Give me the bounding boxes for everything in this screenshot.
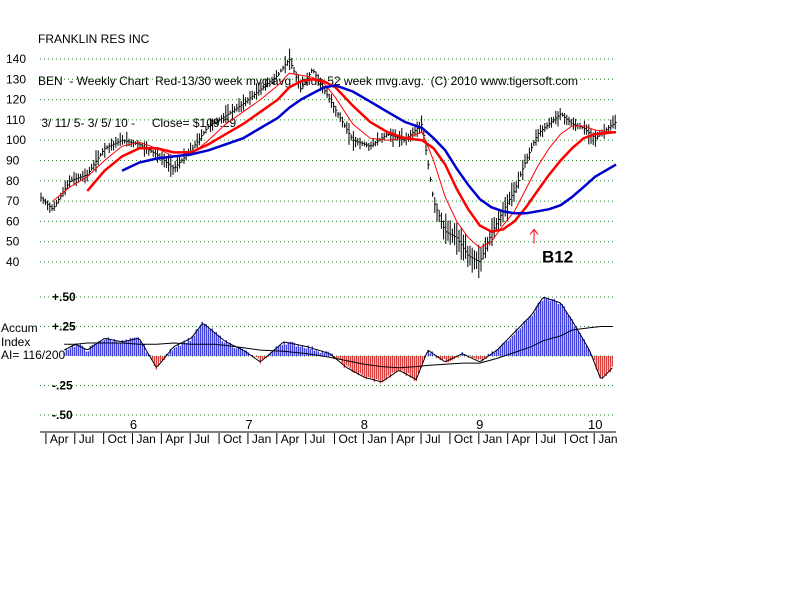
- price-tick-label: 130: [6, 72, 26, 86]
- month-label: Jan: [252, 432, 271, 446]
- month-label: Apr: [512, 432, 531, 446]
- month-label: Oct: [569, 432, 588, 446]
- price-tick-label: 120: [6, 93, 26, 107]
- moving-average-lines: [52, 72, 617, 249]
- month-label: Jan: [367, 432, 386, 446]
- price-tick-label: 70: [6, 194, 20, 208]
- month-label: Jul: [79, 432, 94, 446]
- price-tick-label: 80: [6, 174, 20, 188]
- year-label: 6: [130, 417, 137, 432]
- accum-tick-label: +.25: [52, 320, 76, 334]
- accum-tick-label: +.50: [52, 290, 76, 304]
- month-label: Oct: [339, 432, 358, 446]
- accum-ylabel-line1: Accum: [1, 321, 38, 335]
- ma52-line: [121, 84, 617, 215]
- accum-bars: [63, 296, 613, 384]
- month-label: Jul: [310, 432, 325, 446]
- accum-ma-line: [64, 326, 613, 369]
- price-tick-label: 140: [6, 52, 26, 66]
- price-grid: [40, 58, 616, 263]
- signal-arrowhead: [529, 228, 539, 235]
- year-label: 7: [245, 417, 252, 432]
- month-label: Oct: [108, 432, 127, 446]
- ma13-line: [52, 72, 617, 249]
- signal-label: B12: [542, 247, 573, 266]
- price-tick-label: 110: [6, 113, 25, 127]
- year-label: 8: [361, 417, 368, 432]
- price-tick-label: 60: [6, 214, 20, 228]
- year-label: 9: [476, 417, 483, 432]
- annotations: B12: [529, 228, 573, 266]
- month-label: Jan: [483, 432, 502, 446]
- date-range-close: 3/ 11/ 5- 3/ 5/ 10 - Close= $109.29: [38, 116, 237, 130]
- month-label: Jul: [425, 432, 440, 446]
- ma30-line: [86, 78, 617, 233]
- year-label: 10: [588, 417, 602, 432]
- month-label: Apr: [50, 432, 69, 446]
- month-label: Jul: [541, 432, 556, 446]
- price-tick-label: 40: [6, 255, 20, 269]
- price-tick-label: 50: [6, 235, 20, 249]
- month-label: Apr: [396, 432, 415, 446]
- accum-ai-label: AI= 116/200: [1, 348, 65, 362]
- price-tick-label: 100: [6, 133, 26, 147]
- accum-y-axis: +.50 +.25 -.25 -.50: [52, 290, 76, 422]
- month-label: Oct: [223, 432, 242, 446]
- month-label: Apr: [165, 432, 184, 446]
- month-label: Jul: [194, 432, 209, 446]
- month-label: Apr: [281, 432, 300, 446]
- month-label: Jan: [598, 432, 617, 446]
- price-tick-label: 90: [6, 154, 20, 168]
- company-title: FRANKLIN RES INC: [38, 32, 150, 46]
- time-axis: 6 7 8 9 10 Apr Jul Oct Jan Apr Jul Oct Jan Apr Jul Oct J…: [40, 417, 618, 446]
- accum-outline: [63, 296, 613, 383]
- accum-tick-label: -.25: [52, 379, 73, 393]
- month-label: Oct: [454, 432, 473, 446]
- accum-tick-label: -.50: [52, 408, 73, 422]
- month-label: Jan: [136, 432, 155, 446]
- accum-ylabel-line2: Index: [1, 335, 30, 349]
- price-y-axis: 140 130 120 110 100 90 80 70 60 50 40: [6, 52, 26, 269]
